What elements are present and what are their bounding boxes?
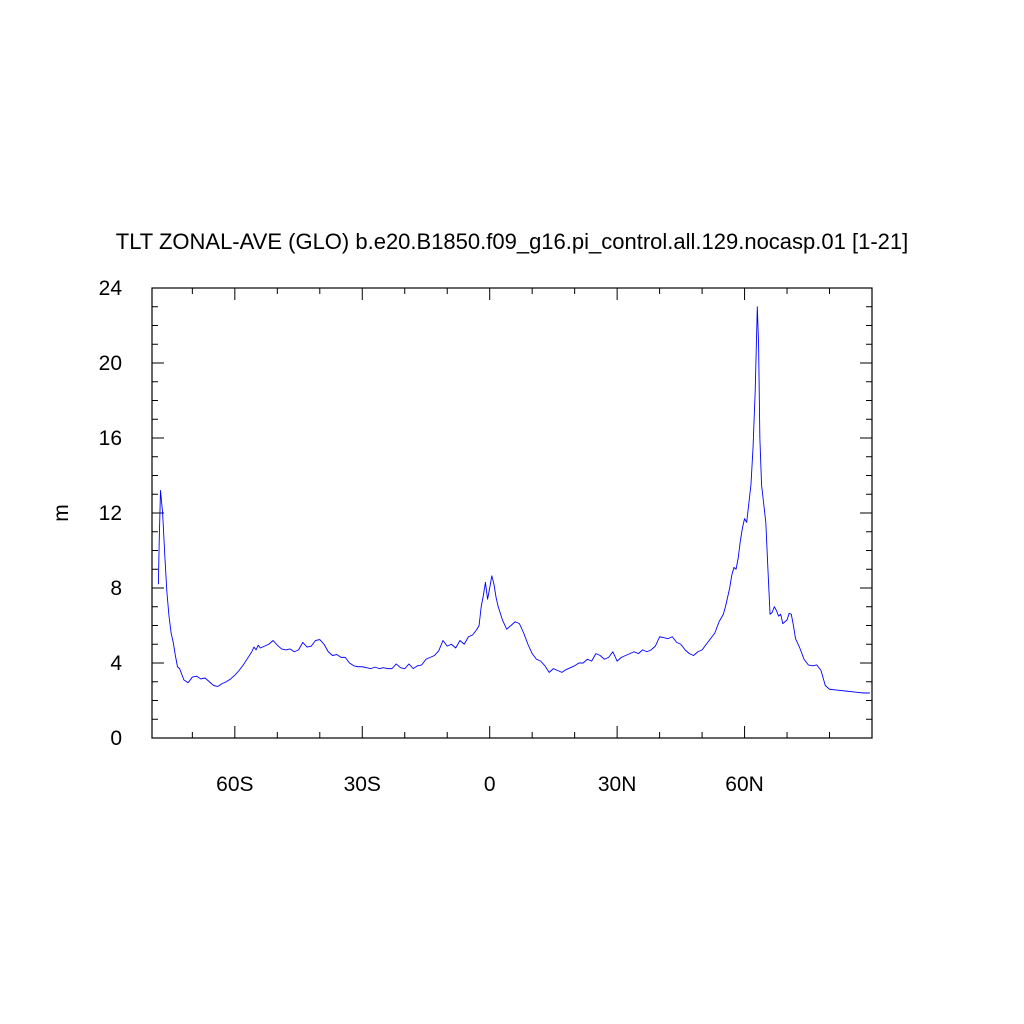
plot-frame (151, 287, 873, 739)
y-tick-label: 12 (99, 502, 122, 525)
x-tick-label: 0 (484, 773, 496, 796)
x-tick-label: 60N (725, 773, 764, 796)
x-tick-label: 60S (216, 773, 253, 796)
y-tick-label: 16 (99, 427, 122, 450)
y-tick-label: 4 (110, 652, 122, 675)
x-tick-label: 30N (598, 773, 637, 796)
series-line (157, 306, 870, 694)
series-layer (157, 306, 870, 694)
axis-ticks (152, 287, 872, 739)
y-tick-label: 0 (110, 727, 122, 750)
y-axis-label: m (50, 504, 73, 522)
tick-labels: 0 4 8 12 16 20 24 60S 30S 0 30N 60N (99, 277, 764, 796)
y-tick-label: 24 (99, 277, 123, 300)
y-tick-label: 20 (99, 352, 122, 375)
y-tick-label: 8 (110, 577, 122, 600)
x-tick-label: 30S (344, 773, 381, 796)
chart-title: TLT ZONAL-AVE (GLO) b.e20.B1850.f09_g16.… (116, 229, 908, 254)
